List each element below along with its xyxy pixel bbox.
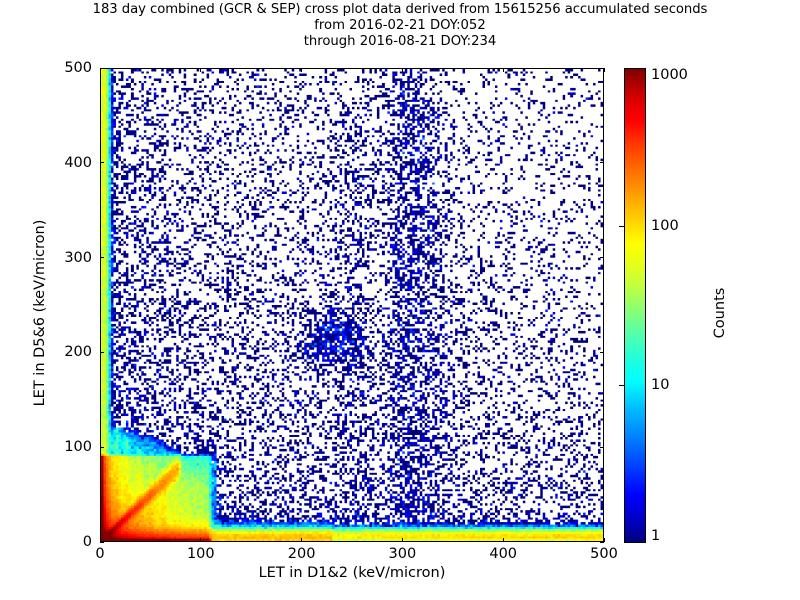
x-tick-100 bbox=[200, 68, 202, 72]
x-tick-400 bbox=[502, 68, 504, 72]
y-tick-label-0: 0 bbox=[82, 534, 92, 550]
y-tick-100 bbox=[600, 446, 604, 448]
y-tick-label-200: 200 bbox=[64, 344, 92, 361]
y-tick-400 bbox=[600, 162, 604, 164]
x-tick-label-300: 300 bbox=[388, 546, 417, 562]
y-tick-0 bbox=[100, 541, 104, 543]
colorbar-tick-label-1000: 1000 bbox=[651, 67, 688, 83]
x-tick-500 bbox=[603, 68, 605, 72]
y-tick-500 bbox=[100, 67, 104, 69]
x-tick-0 bbox=[99, 538, 101, 542]
title-line-3: through 2016-08-21 DOY:234 bbox=[303, 34, 497, 50]
colorbar-tick-label-10: 10 bbox=[651, 376, 670, 393]
x-tick-100 bbox=[200, 538, 202, 542]
x-tick-label-500: 500 bbox=[590, 546, 618, 562]
x-tick-label-100: 100 bbox=[186, 546, 215, 562]
colorbar: 1 10 100 1000 bbox=[619, 67, 688, 544]
colorbar-gradient bbox=[624, 68, 646, 543]
x-tick-label-200: 200 bbox=[287, 546, 316, 562]
colorbar-tick-100 bbox=[619, 226, 624, 228]
y-tick-400 bbox=[100, 162, 104, 164]
x-tick-300 bbox=[401, 538, 403, 542]
colorbar-label: Counts bbox=[712, 287, 728, 339]
colorbar-tick-label-100: 100 bbox=[651, 218, 679, 235]
title-line-2: from 2016-02-21 DOY:052 bbox=[314, 18, 486, 34]
chart-title: 183 day combined (GCR & SEP) cross plot … bbox=[0, 2, 800, 51]
x-tick-200 bbox=[301, 68, 303, 72]
y-tick-label-300: 300 bbox=[64, 249, 92, 266]
y-tick-200 bbox=[600, 351, 604, 353]
x-tick-300 bbox=[401, 68, 403, 72]
y-tick-label-100: 100 bbox=[64, 439, 92, 456]
colorbar-tick-label-1: 1 bbox=[651, 528, 661, 544]
y-tick-0 bbox=[600, 541, 604, 543]
y-tick-300 bbox=[600, 257, 604, 259]
x-tick-500 bbox=[603, 538, 605, 542]
y-axis-label: LET in D5&6 (keV/micron) bbox=[32, 219, 48, 407]
x-tick-label-0: 0 bbox=[95, 546, 105, 562]
y-tick-100 bbox=[100, 446, 104, 448]
histogram-2d-canvas bbox=[101, 69, 603, 541]
x-tick-label-400: 400 bbox=[489, 546, 518, 562]
y-tick-500 bbox=[600, 67, 604, 69]
y-tick-300 bbox=[100, 257, 104, 259]
title-line-1: 183 day combined (GCR & SEP) cross plot … bbox=[92, 2, 708, 17]
x-tick-200 bbox=[301, 538, 303, 542]
y-tick-label-500: 500 bbox=[64, 60, 92, 76]
colorbar-tick-10 bbox=[619, 384, 624, 386]
x-tick-0 bbox=[99, 68, 101, 72]
plot-area bbox=[100, 68, 604, 542]
x-tick-400 bbox=[502, 538, 504, 542]
y-tick-200 bbox=[100, 351, 104, 353]
x-axis-label: LET in D1&2 (keV/micron) bbox=[258, 565, 446, 581]
y-tick-label-400: 400 bbox=[64, 154, 92, 171]
